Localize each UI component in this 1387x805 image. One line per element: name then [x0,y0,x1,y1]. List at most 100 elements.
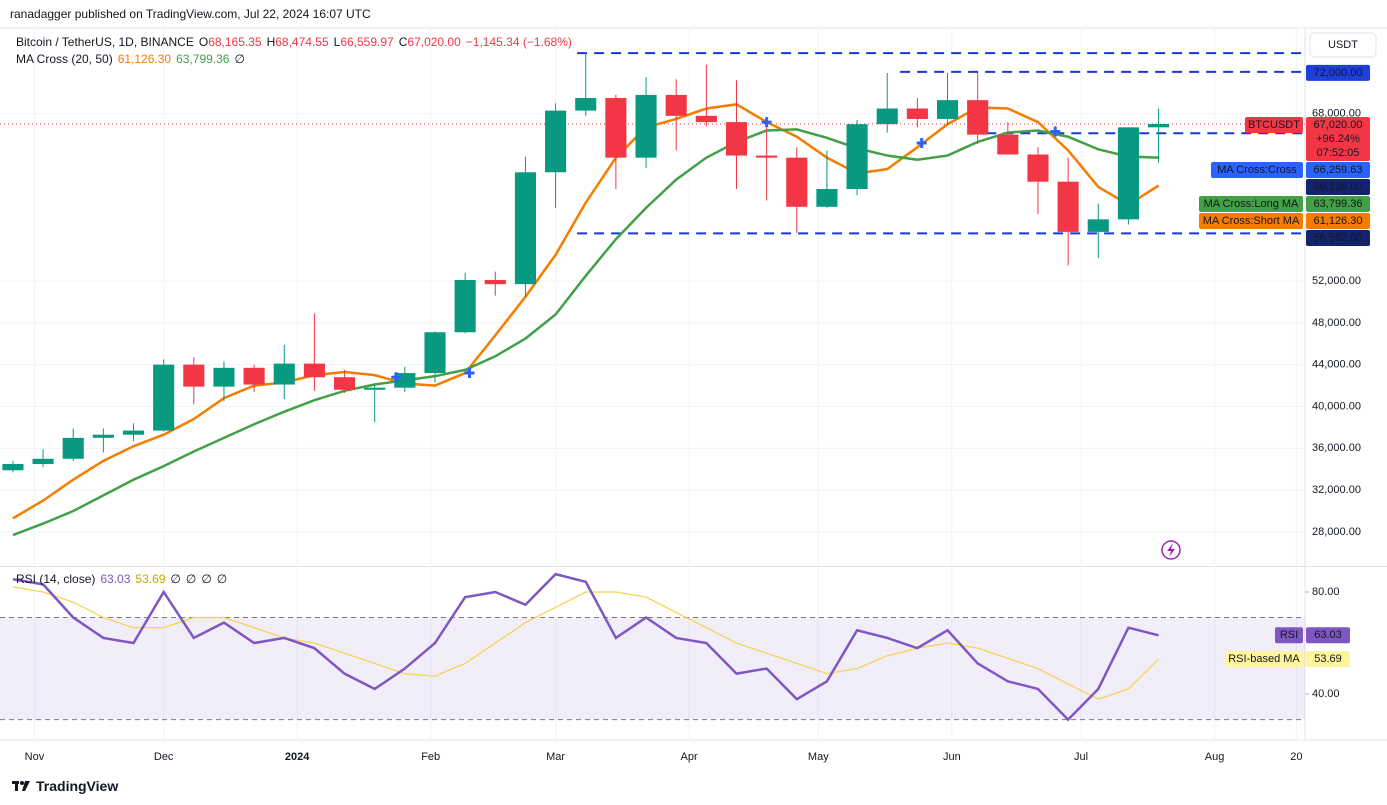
price-change: +96.24% [1316,133,1360,145]
symbol: Bitcoin / TetherUS, 1D, BINANCE [16,35,194,49]
candle-body [32,458,54,464]
candle-body [514,172,536,285]
candle-body [454,279,476,333]
price-label: 72,000.00 [1314,67,1363,79]
price-label: 67,020.00 [1314,119,1363,131]
ma-legend: MA Cross (20, 50) 61,126.30 63,799.36 ∅ [16,52,250,66]
cross-marker [391,372,402,383]
candle-body [906,108,928,119]
candle-body [243,367,265,385]
x-tick-label: 2024 [285,751,310,763]
rsi-tick-label: 40.00 [1312,688,1340,700]
x-tick-label: Nov [25,751,45,763]
candle-body [876,108,898,125]
rsi-extra: ∅ [170,572,181,586]
candle-body [424,332,446,374]
currency: USDT [1328,39,1358,51]
series-name: MA Cross:Long MA [1204,198,1299,210]
rsi-value: 63.03 [100,572,131,586]
change: −1,145.34 (−1.68%) [465,35,572,49]
candle-body [183,364,205,387]
candle-body [213,367,235,387]
y-tick-label: 68,000.00 [1312,108,1361,120]
candle-body [665,94,687,116]
currency-box [1309,32,1377,58]
x-tick-label: Mar [546,751,565,763]
price-label-box [1306,229,1370,246]
rsi-legend: RSI (14, close) 63.03 53.69 ∅ ∅ ∅ ∅ [16,572,232,586]
candle-body [936,100,959,119]
x-tick-label: Feb [421,751,440,763]
candle-body [816,189,838,207]
rsi-value-label: 53.69 [1314,653,1342,665]
candle-body [1148,123,1170,128]
symbol-legend: Bitcoin / TetherUS, 1D, BINANCE O68,165.3… [16,35,577,49]
countdown: 07:52:05 [1317,147,1360,159]
price-label: 66,259.63 [1314,164,1363,176]
ohlc-key: C [398,35,408,49]
rsi-extra: ∅ [216,572,228,586]
y-tick-label: 52,000.00 [1312,275,1361,287]
price-label: 63,799.36 [1314,198,1363,210]
y-tick-label: 32,000.00 [1312,484,1361,496]
ohlc-value: 67,020.00 [407,35,461,49]
candle-body [1027,154,1049,182]
alert-icon-bolt [1167,543,1175,557]
rsi-value-box [1306,651,1350,668]
candle-body [605,98,627,158]
ohlc-key: L [333,35,341,49]
price-label-box [1306,178,1370,195]
ohlc-value: 66,559.97 [340,35,394,49]
rsi-band [0,617,1305,720]
candle-body [575,98,597,111]
series-name: MA Cross:Cross [1217,164,1297,176]
rsi-name: RSI [1280,629,1298,641]
price-label: 66,128.00 [1314,181,1363,193]
candle-body [786,157,808,207]
alert-icon [1161,540,1181,560]
rsi-name-box [1275,627,1303,644]
footer: TradingView [12,778,118,794]
series-name: MA Cross:Short MA [1203,215,1300,227]
rsi-extra: ∅ [185,572,197,586]
ma-line [12,128,1159,537]
x-tick-label: 20 [1290,751,1302,763]
y-tick-label: 40,000.00 [1312,400,1361,412]
ohlc-value: 68,474.55 [275,35,329,49]
candle-body [2,463,24,471]
rsi-value: 53.69 [135,572,166,586]
series-name: BTCUSDT [1248,119,1300,131]
y-tick-label: 44,000.00 [1312,359,1361,371]
brand: TradingView [36,778,119,794]
series-name-box [1199,212,1303,229]
rsi-name: RSI-based MA [1228,653,1300,665]
candle-body [725,122,748,156]
rsi-value-box [1306,627,1350,644]
ma-extra: ∅ [234,52,245,66]
logo [12,781,30,791]
y-tick-label: 28,000.00 [1312,526,1361,538]
candle-body [273,363,295,385]
x-tick-label: Jul [1074,751,1088,763]
rsi-name-box [1225,651,1303,668]
rsi-line [12,572,1159,722]
ma-value: 63,799.36 [176,52,230,66]
candle-body [1087,219,1109,232]
candle-body [122,430,145,435]
x-tick-label: Apr [681,751,698,763]
author-line: ranadagger published on TradingView.com,… [10,7,371,21]
cross-marker [761,117,772,128]
candle-body [846,124,868,190]
series-name-box [1245,116,1303,133]
cross-marker [916,138,927,149]
candle-body [364,387,386,390]
candle-body [695,115,717,123]
candle-body [92,434,114,438]
candle-body [484,279,506,285]
rsi-tick-label: 80.00 [1312,586,1340,598]
candle-body [997,134,1019,155]
rsi-extra: ∅ [201,572,212,586]
price-label: 61,126.30 [1314,215,1363,227]
price-label-box [1306,195,1370,212]
